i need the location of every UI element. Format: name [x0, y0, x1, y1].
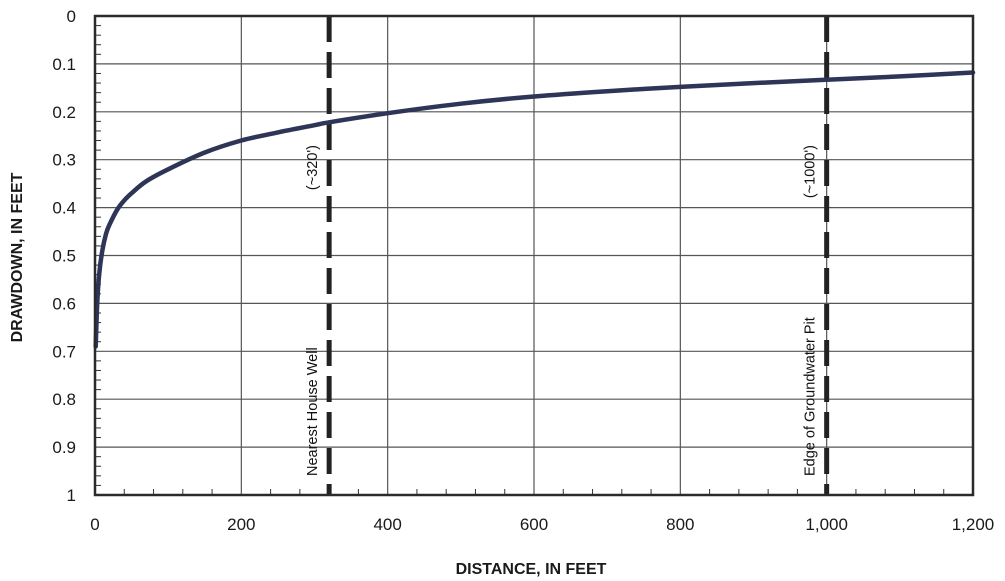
x-tick-label: 400	[373, 515, 401, 534]
series-line-drawdown	[93, 70, 976, 349]
y-tick-label: 0.2	[52, 103, 76, 122]
y-tick-label: 0.5	[52, 247, 76, 266]
x-tick-label: 200	[227, 515, 255, 534]
y-tick-label: 0.4	[52, 199, 76, 218]
y-tick-label: 0.1	[52, 55, 76, 74]
annotations: Nearest House Well (~320') Edge of Groundw…	[305, 16, 830, 495]
x-tick-label: 1,200	[952, 515, 995, 534]
x-tick-label: 600	[520, 515, 548, 534]
annotation-label: Nearest House Well	[305, 347, 321, 476]
annotation-sublabel: (~320')	[305, 145, 321, 190]
y-tick-label: 0	[67, 7, 76, 26]
y-axis-title: DRAWDOWN, IN FEET	[9, 172, 26, 342]
series-layer	[93, 70, 976, 349]
x-axis-title: DISTANCE, IN FEET	[456, 561, 607, 578]
y-tick-label: 0.9	[52, 438, 76, 457]
plot-frame	[93, 14, 975, 497]
annotation-sublabel: (~1000')	[803, 145, 819, 198]
y-tick-label: 0.8	[52, 390, 76, 409]
y-tick-label: 0.3	[52, 151, 76, 170]
annotation-label: Edge of Groundwater Pit	[803, 317, 819, 476]
x-tick-label: 800	[666, 515, 694, 534]
x-tick-label: 1,000	[805, 515, 848, 534]
y-tick-label: 1	[67, 486, 76, 505]
y-tick-label: 0.7	[52, 342, 76, 361]
y-tick-label: 0.6	[52, 294, 76, 313]
x-tick-label: 0	[90, 515, 99, 534]
tick-labels: 0 200 400 600 800 1,000 1,200 0 0.1 0.2 0.3 0.4 0.5 0…	[52, 7, 994, 534]
